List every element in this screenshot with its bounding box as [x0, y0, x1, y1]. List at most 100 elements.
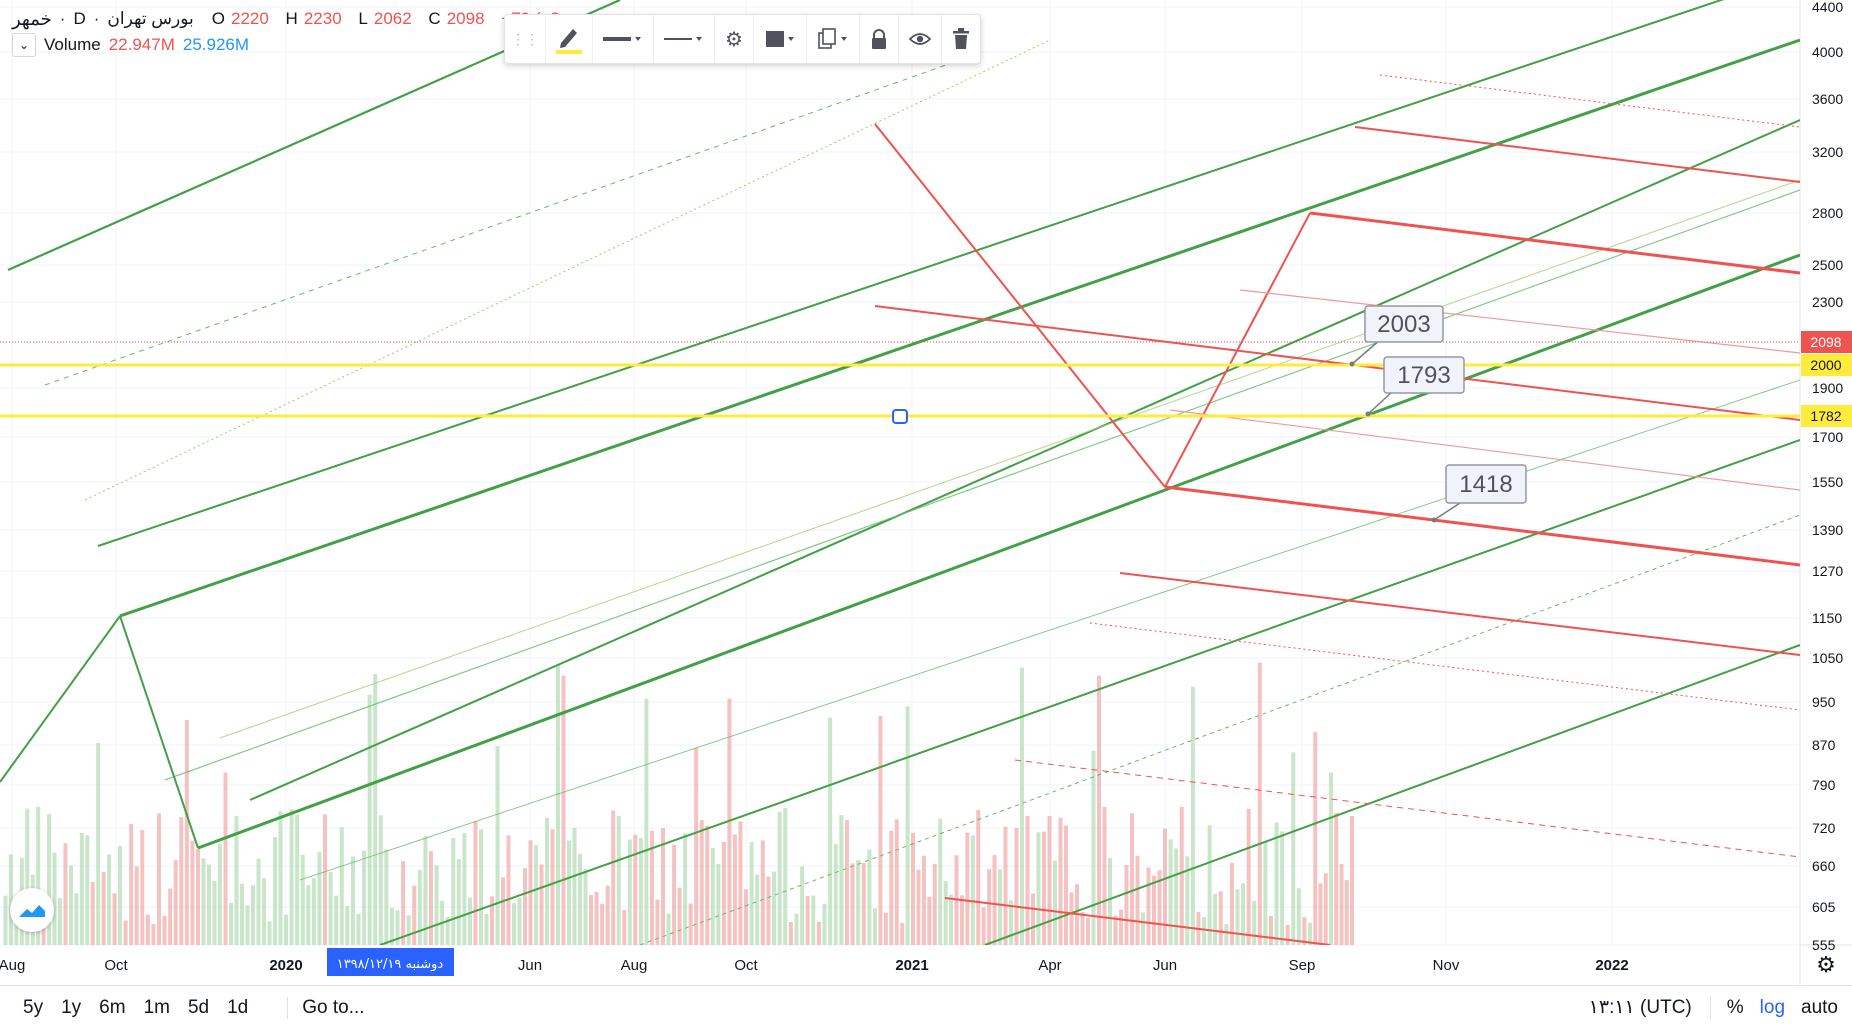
- volume-bar: [861, 862, 866, 945]
- goto-button[interactable]: Go to...: [287, 996, 365, 1019]
- volume-bar: [1025, 815, 1030, 945]
- chart-legend: خمهر · D · بورس تهران O 2220 H 2230 L 2062 …: [12, 6, 571, 58]
- volume-bar: [36, 806, 41, 945]
- price-tick-label: 605: [1812, 899, 1836, 915]
- volume-bar: [1058, 817, 1063, 945]
- drawing-anchor-handle[interactable]: [892, 409, 908, 424]
- volume-bar: [456, 859, 461, 945]
- visibility-button[interactable]: [899, 15, 942, 63]
- volume-bar: [345, 906, 350, 945]
- legend-interval[interactable]: D: [73, 9, 86, 28]
- legend-exchange: بورس تهران: [107, 9, 194, 28]
- volume-bar: [79, 833, 84, 945]
- volume-bar: [721, 841, 726, 945]
- chart-settings-button[interactable]: ⚙: [1800, 946, 1852, 984]
- callout-1793[interactable]: 1793: [1365, 356, 1465, 417]
- volume-bar: [1339, 864, 1344, 945]
- legend-separator: ·: [59, 9, 66, 28]
- volume-label[interactable]: Volume: [44, 35, 101, 54]
- volume-bar: [1113, 915, 1118, 945]
- time-axis[interactable]: Aug Oct 2020 Jun Aug Oct 2021 Apr Jun Sep Nov 2022: [0, 957, 1629, 974]
- chevron-down-icon: ⌄: [18, 38, 30, 52]
- chart-canvas[interactable]: 2003 1793 1418 4400 4000 3600 3200 2800 2500 2…: [0, 0, 1852, 985]
- volume-bar: [311, 878, 316, 945]
- time-tick-label: Aug: [0, 957, 25, 974]
- volume-bar: [212, 880, 217, 945]
- volume-bar: [816, 921, 821, 945]
- volume-bar: [267, 921, 272, 945]
- price-axis-labels: 2098 2000 1782: [1801, 331, 1852, 427]
- log-toggle[interactable]: log: [1759, 996, 1786, 1018]
- lock-button[interactable]: [860, 15, 899, 63]
- collapse-legend-button[interactable]: ⌄: [12, 33, 36, 57]
- settings-button[interactable]: ⚙: [715, 15, 754, 63]
- price-label-text: 2000: [1810, 357, 1841, 373]
- volume-bar: [218, 843, 222, 945]
- volume-bar: [1009, 900, 1013, 945]
- volume-bar: [284, 914, 288, 945]
- line-width-button[interactable]: [593, 15, 654, 63]
- delete-button[interactable]: [942, 15, 980, 63]
- legend-ohlc-row: خمهر · D · بورس تهران O 2220 H 2230 L 2062 …: [12, 6, 571, 32]
- price-label-text: 2098: [1810, 334, 1841, 350]
- volume-bar: [1152, 875, 1156, 945]
- volume-bar: [85, 835, 90, 945]
- callout-2003[interactable]: 2003: [1349, 305, 1444, 367]
- volume-bar: [766, 876, 771, 945]
- range-1y[interactable]: 1y: [61, 996, 82, 1018]
- volume-bar: [278, 811, 283, 945]
- range-1d[interactable]: 1d: [227, 996, 249, 1018]
- volume-bar: [1031, 893, 1035, 945]
- volume-bar: [883, 912, 888, 945]
- volume-bar: [356, 913, 361, 945]
- tradingview-logo[interactable]: [10, 888, 54, 932]
- volume-bar: [1080, 912, 1085, 945]
- volume-bar: [828, 717, 833, 945]
- red-pitchfork[interactable]: [874, 74, 1800, 945]
- volume-bar: [1168, 839, 1173, 945]
- callout-1418[interactable]: 1418: [1431, 464, 1527, 523]
- fill-button[interactable]: [754, 15, 807, 63]
- range-5y[interactable]: 5y: [23, 996, 44, 1018]
- volume-bar: [567, 840, 571, 945]
- volume-bar: [916, 869, 921, 945]
- volume-bar: [151, 923, 156, 945]
- volume-bar: [289, 809, 294, 945]
- volume-bar: [1053, 860, 1057, 945]
- price-tick-label: 1050: [1812, 650, 1843, 666]
- volume-bar: [1291, 752, 1296, 945]
- range-buttons: 5y 1y 6m 1m 5d 1d: [0, 997, 257, 1019]
- drag-handle[interactable]: ⋮⋮: [505, 15, 546, 63]
- volume-bar: [406, 915, 411, 945]
- volume-bar: [705, 825, 710, 945]
- percent-toggle[interactable]: %: [1726, 996, 1744, 1018]
- volume-bar: [495, 746, 500, 945]
- clone-button[interactable]: [807, 15, 860, 63]
- price-axis[interactable]: 4400400036003200280025002300210019001700…: [1812, 0, 1843, 953]
- volume-bar: [367, 694, 372, 945]
- green-pitchfork[interactable]: [0, 0, 1840, 945]
- time-tick-label: Nov: [1433, 957, 1460, 974]
- pencil-icon: [556, 29, 582, 54]
- line-style-button[interactable]: [654, 15, 715, 63]
- utc-time[interactable]: ۱۳:۱۱ (UTC): [1589, 996, 1711, 1019]
- volume-bar: [123, 920, 128, 945]
- volume-bar: [900, 922, 905, 945]
- volume-bar: [1350, 816, 1354, 945]
- range-1m[interactable]: 1m: [143, 996, 170, 1018]
- volume-bar: [118, 845, 122, 945]
- volume-bar: [1285, 924, 1290, 945]
- range-5d[interactable]: 5d: [187, 996, 210, 1018]
- price-tick-label: 660: [1812, 858, 1836, 874]
- volume-bar: [976, 810, 981, 945]
- legend-symbol[interactable]: خمهر: [12, 8, 52, 29]
- volume-bar: [412, 885, 417, 945]
- range-6m[interactable]: 6m: [99, 996, 126, 1018]
- auto-toggle[interactable]: auto: [1801, 996, 1838, 1018]
- volume-bar: [1163, 828, 1167, 945]
- volume-bar: [401, 861, 406, 945]
- volume-bar: [334, 895, 339, 945]
- volume-bar: [1036, 832, 1041, 945]
- volume-bar: [8, 854, 13, 945]
- line-color-button[interactable]: [546, 15, 593, 63]
